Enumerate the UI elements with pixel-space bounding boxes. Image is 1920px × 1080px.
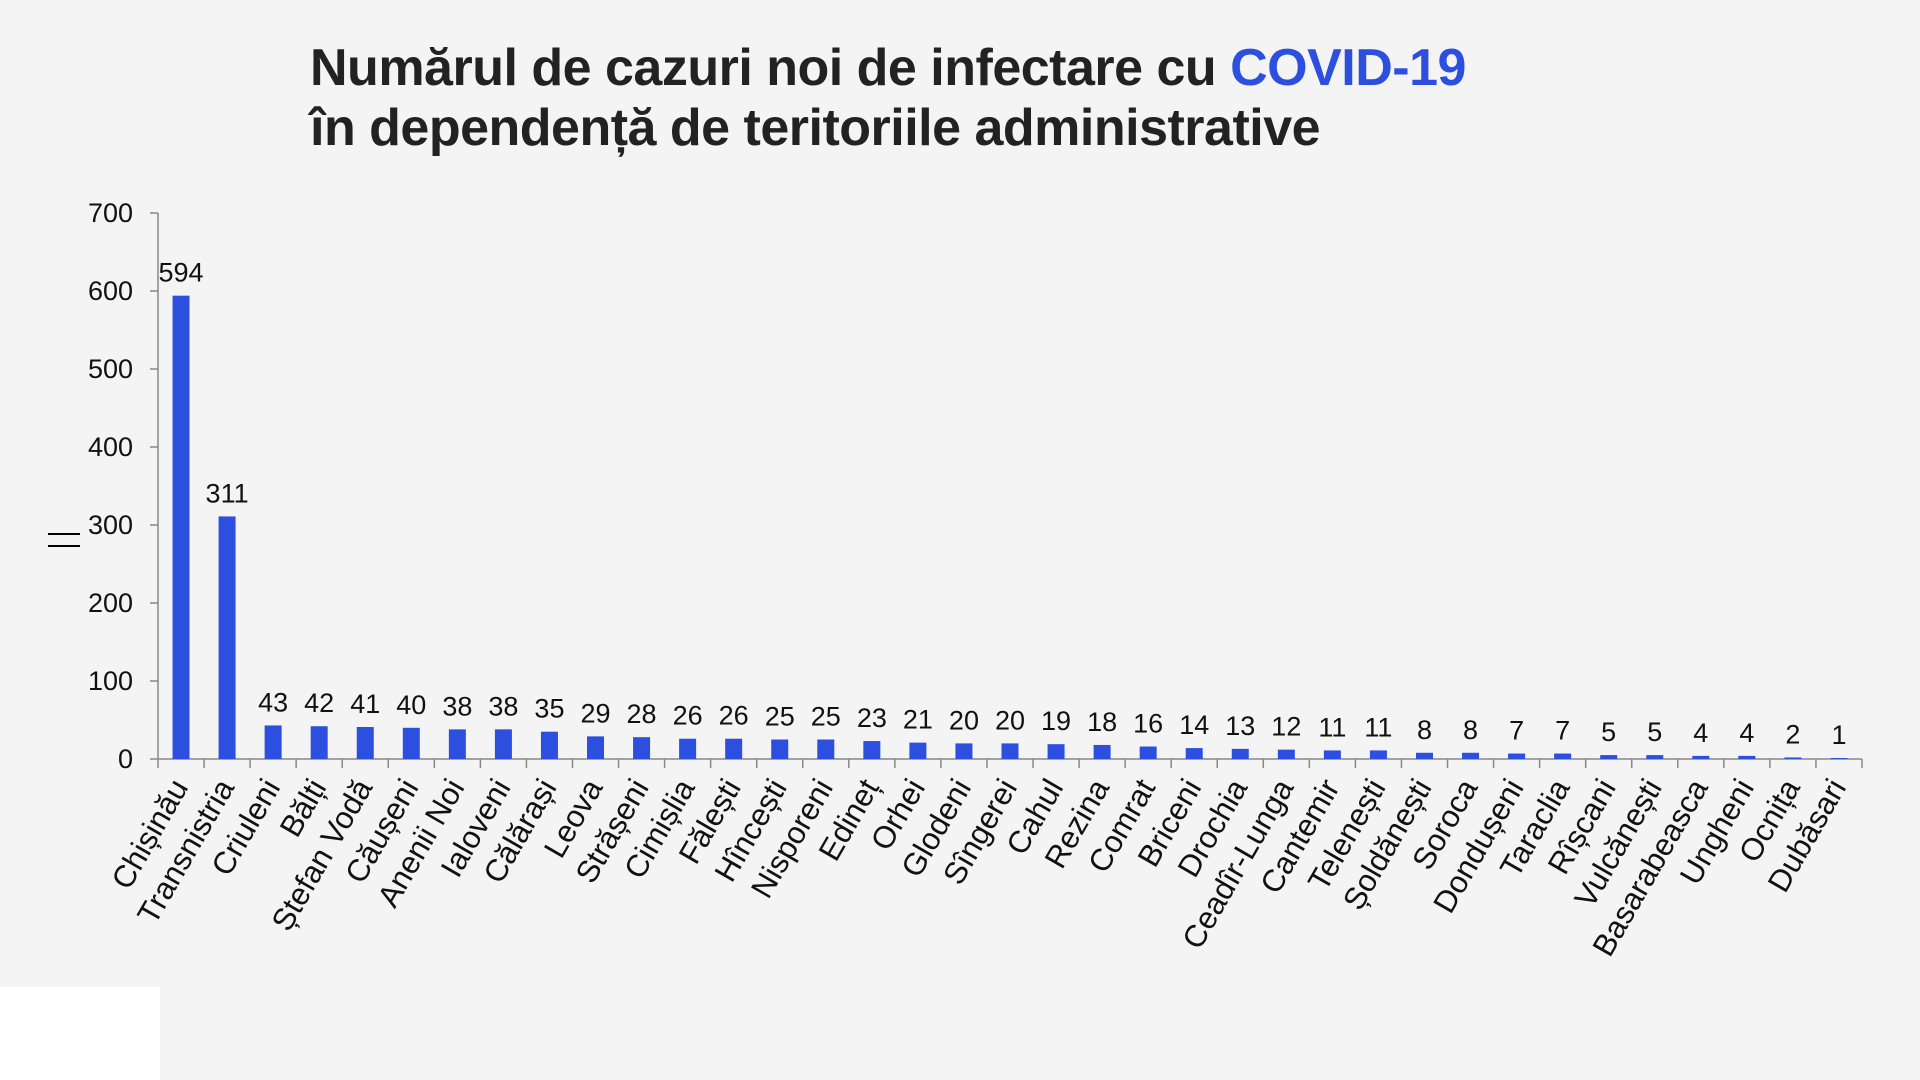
data-label: 11 xyxy=(1364,712,1392,742)
data-label: 40 xyxy=(396,690,426,720)
bar xyxy=(1646,755,1664,759)
data-label: 29 xyxy=(580,698,610,728)
data-label: 16 xyxy=(1133,709,1163,739)
y-tick-label: 700 xyxy=(88,198,133,228)
bar xyxy=(1830,758,1848,759)
bar xyxy=(817,739,835,759)
data-label: 25 xyxy=(765,702,795,732)
bar xyxy=(1692,755,1710,759)
data-label: 20 xyxy=(949,705,979,735)
data-label: 311 xyxy=(206,478,249,508)
data-label: 14 xyxy=(1179,710,1209,740)
bar xyxy=(955,743,973,759)
bar xyxy=(1047,744,1065,759)
chart-title: Numărul de cazuri noi de infectare cu CO… xyxy=(310,38,1466,158)
y-tick-label: 400 xyxy=(88,432,133,462)
data-label: 13 xyxy=(1225,711,1255,741)
bar xyxy=(1554,753,1572,759)
data-label: 25 xyxy=(811,702,841,732)
bar xyxy=(1784,757,1802,759)
data-label: 26 xyxy=(673,701,703,731)
bar xyxy=(1139,746,1157,759)
data-label: 5 xyxy=(1601,717,1616,747)
bar xyxy=(402,727,420,759)
bar xyxy=(679,738,697,759)
y-tick-label: 300 xyxy=(88,510,133,540)
chart-title-line-2: în dependență de teritoriile administrat… xyxy=(310,99,1321,157)
data-label: 7 xyxy=(1509,716,1524,746)
data-label: 4 xyxy=(1739,718,1754,748)
data-label: 18 xyxy=(1087,707,1117,737)
data-label: 43 xyxy=(258,687,288,717)
bar xyxy=(1231,748,1249,759)
bar xyxy=(1001,743,1019,759)
data-label: 42 xyxy=(304,688,334,718)
side-marker-line-bottom xyxy=(48,545,80,547)
data-label: 19 xyxy=(1041,706,1071,736)
data-label: 5 xyxy=(1647,717,1662,747)
y-tick-label: 500 xyxy=(88,354,133,384)
y-tick-label: 600 xyxy=(88,276,133,306)
bar xyxy=(771,739,789,759)
bar xyxy=(172,295,190,759)
data-label: 1 xyxy=(1831,720,1846,750)
y-tick-label: 200 xyxy=(88,588,133,618)
chart-title-line-1: Numărul de cazuri noi de infectare cu CO… xyxy=(310,38,1466,98)
data-label: 20 xyxy=(995,705,1025,735)
side-marker xyxy=(48,533,80,547)
bar xyxy=(1369,750,1387,759)
data-label: 38 xyxy=(442,691,472,721)
data-label: 7 xyxy=(1555,716,1570,746)
bar xyxy=(264,725,282,759)
bar xyxy=(1093,744,1111,759)
bar xyxy=(1185,748,1203,759)
bar xyxy=(633,737,651,759)
data-label: 41 xyxy=(350,689,380,719)
chart-title-accent: COVID-19 xyxy=(1230,39,1466,97)
data-label: 21 xyxy=(903,705,933,735)
data-label: 594 xyxy=(158,258,203,288)
data-label: 8 xyxy=(1417,715,1432,745)
bar xyxy=(1508,753,1526,759)
bar xyxy=(587,736,605,759)
data-label: 26 xyxy=(719,701,749,731)
data-label: 4 xyxy=(1693,718,1708,748)
bar xyxy=(494,729,512,759)
data-label: 38 xyxy=(488,691,518,721)
side-marker-line-top xyxy=(48,533,80,535)
bar xyxy=(863,741,881,759)
bar xyxy=(540,731,558,759)
bar xyxy=(1415,752,1433,759)
data-label: 35 xyxy=(534,694,564,724)
bar xyxy=(725,738,743,759)
bar xyxy=(1600,755,1618,759)
bar xyxy=(448,729,466,759)
data-label: 23 xyxy=(857,703,887,733)
bar xyxy=(356,727,374,759)
bar xyxy=(1462,752,1480,759)
bar xyxy=(1323,750,1341,759)
bar xyxy=(218,516,236,759)
chart-title-prefix: Numărul de cazuri noi de infectare cu xyxy=(310,39,1231,97)
bar xyxy=(909,742,927,759)
y-tick-label: 100 xyxy=(88,666,133,696)
data-label: 12 xyxy=(1271,712,1301,742)
y-tick-label: 0 xyxy=(118,744,133,774)
bar xyxy=(310,726,328,759)
data-label: 28 xyxy=(627,699,657,729)
data-label: 8 xyxy=(1463,715,1478,745)
bar xyxy=(1277,749,1295,759)
corner-patch xyxy=(0,987,160,1080)
data-label: 11 xyxy=(1318,712,1346,742)
data-label: 2 xyxy=(1785,719,1800,749)
bar xyxy=(1738,755,1756,759)
